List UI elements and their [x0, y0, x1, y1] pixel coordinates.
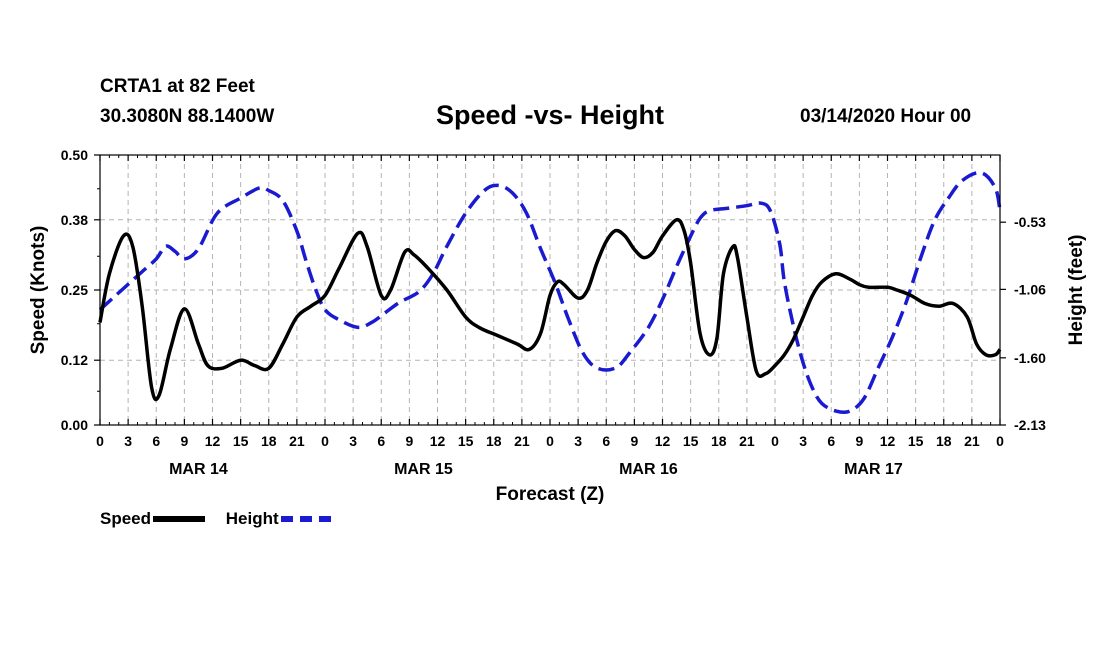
x-tick-label: 6	[827, 433, 835, 449]
y2-tick-label: -1.60	[1014, 350, 1046, 366]
legend-height-label: Height	[225, 509, 279, 528]
x-tick-label: 6	[602, 433, 610, 449]
date-label: MAR 14	[169, 461, 228, 478]
series-group	[98, 170, 1002, 415]
x-tick-label: 21	[289, 433, 305, 449]
y2-tick-label: -0.53	[1014, 214, 1046, 230]
x-tick-label: 0	[321, 433, 329, 449]
x-tick-label: 9	[180, 433, 188, 449]
forecast-date: 03/14/2020 Hour 00	[800, 106, 972, 127]
chart-title-text: Speed -vs- Height	[435, 100, 665, 130]
x-tick-label: 18	[711, 433, 727, 449]
y-axis-label-right: Height (feet)	[1066, 235, 1087, 346]
y-tick-label: 0.25	[61, 282, 88, 298]
x-tick-label: 3	[799, 433, 807, 449]
x-tick-label: 3	[349, 433, 357, 449]
x-tick-label: 21	[739, 433, 755, 449]
x-tick-label: 15	[683, 433, 699, 449]
x-tick-label: 0	[546, 433, 554, 449]
y2-tick-label: -1.06	[1014, 281, 1046, 297]
x-tick-label: 18	[486, 433, 502, 449]
x-tick-label: 9	[855, 433, 863, 449]
legend-speed: Speed	[100, 509, 206, 529]
x-tick-label: 21	[964, 433, 980, 449]
axes: 0 3 6 9 12 15 18 21 0 3 6 9 12 15 18 21 0 3 6 9 12 15 18 21 0 3 6 9…	[61, 147, 1046, 478]
y2-tick-label: -2.13	[1014, 417, 1046, 433]
x-tick-label: 12	[880, 433, 896, 449]
legend-speed-label: Speed	[100, 509, 152, 528]
legend-height: Height	[226, 509, 331, 529]
date-label: MAR 16	[619, 461, 678, 478]
x-tick-label: 0	[96, 433, 104, 449]
x-axis-label: Forecast (Z)	[496, 484, 605, 505]
x-tick-label: 12	[205, 433, 221, 449]
x-tick-label: 3	[574, 433, 582, 449]
x-tick-label: 9	[630, 433, 638, 449]
x-tick-label: 6	[152, 433, 160, 449]
x-tick-label: 18	[261, 433, 277, 449]
x-tick-label: 12	[430, 433, 446, 449]
station-coordinates: 30.3080N 88.1400W	[100, 106, 275, 127]
x-tick-label: 0	[996, 433, 1004, 449]
station-name: CRTA1 at 82 Feet	[100, 76, 255, 97]
date-label: MAR 17	[844, 461, 903, 478]
x-tick-label: 3	[124, 433, 132, 449]
x-tick-label: 0	[771, 433, 779, 449]
x-tick-label: 18	[936, 433, 952, 449]
x-tick-label: 15	[908, 433, 924, 449]
x-tick-label: 12	[655, 433, 671, 449]
legend-speed-swatch	[153, 516, 206, 522]
series-line-speed	[98, 217, 1002, 402]
y-tick-label: 0.00	[61, 417, 88, 433]
y-tick-label: 0.12	[61, 352, 88, 368]
x-tick-label: 15	[458, 433, 474, 449]
x-tick-label: 15	[233, 433, 249, 449]
chart-title: Speed -vs- Height	[0, 100, 1100, 131]
legend-height-swatch	[280, 516, 331, 522]
x-tick-label: 6	[377, 433, 385, 449]
y-tick-label: 0.50	[61, 147, 88, 163]
date-label: MAR 15	[394, 461, 453, 478]
x-tick-label: 9	[405, 433, 413, 449]
y-axis-label-left: Speed (Knots)	[28, 226, 49, 355]
y-tick-label: 0.38	[61, 212, 88, 228]
x-tick-label: 21	[514, 433, 530, 449]
legend: Speed Height	[100, 509, 347, 529]
grid	[100, 155, 1000, 425]
series-line-height	[98, 170, 1002, 415]
